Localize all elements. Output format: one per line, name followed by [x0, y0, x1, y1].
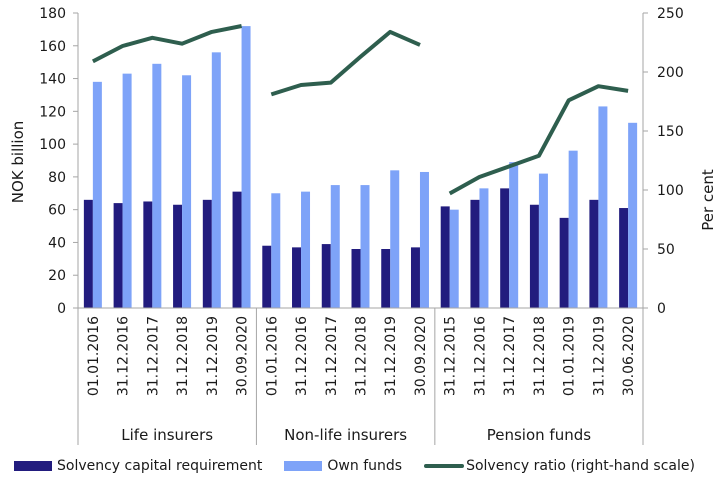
legend-item-own-funds: Own funds	[284, 458, 402, 474]
bar-scr	[589, 199, 599, 308]
bar-own-funds	[390, 170, 400, 308]
left-tick-label: 120	[39, 104, 66, 120]
solvency-ratio-line-icon	[424, 464, 465, 468]
group-label: Pension funds	[487, 426, 591, 444]
right-tick-label: 0	[657, 301, 666, 317]
right-tick-label: 50	[657, 242, 675, 258]
right-tick-label: 100	[657, 183, 684, 199]
bar-own-funds	[360, 185, 370, 308]
bar-scr	[351, 249, 361, 308]
bar-own-funds	[538, 173, 548, 308]
bar-scr	[143, 201, 153, 308]
bar-scr	[83, 199, 93, 308]
bar-own-funds	[301, 191, 311, 308]
left-tick-label: 40	[48, 235, 66, 251]
right-axis-title: Per cent	[699, 169, 717, 231]
category-label: 31.12.2019	[591, 316, 607, 396]
category-label: 31.12.2018	[175, 316, 191, 396]
bar-scr	[321, 244, 331, 308]
category-label: 31.12.2018	[532, 316, 548, 396]
category-label: 30.06.2020	[621, 316, 637, 396]
left-tick-label: 160	[39, 39, 66, 55]
bar-own-funds	[598, 106, 608, 309]
group-label: Life insurers	[121, 426, 213, 444]
legend-label-scr: Solvency capital requirement	[57, 458, 263, 474]
bar-own-funds	[152, 63, 162, 308]
solvency-ratio-line	[448, 84, 629, 196]
category-label: 31.12.2018	[354, 316, 370, 396]
bar-scr	[113, 203, 123, 308]
bar-scr	[262, 245, 272, 308]
right-tick-label: 250	[657, 6, 684, 22]
bar-scr	[292, 247, 302, 308]
category-label: 31.12.2019	[205, 316, 221, 396]
left-tick-label: 140	[39, 72, 66, 88]
bar-scr	[619, 208, 629, 308]
legend-label-own-funds: Own funds	[327, 458, 403, 474]
left-tick-label: 0	[57, 301, 66, 317]
solvency-ratio-line	[91, 24, 242, 64]
plot-area: 0 20 40 60 80 100 120 140 160 180 0 50 100 150 200 250 N…	[9, 6, 717, 445]
category-label: 01.01.2016	[86, 316, 102, 396]
bar-own-funds	[92, 81, 102, 308]
category-label: 01.01.2016	[264, 316, 280, 396]
bar-own-funds	[449, 209, 459, 308]
category-label: 30.09.2020	[235, 316, 251, 396]
legend-label-solvency-ratio: Solvency ratio (right-hand scale)	[466, 458, 695, 474]
bar-own-funds	[330, 185, 340, 308]
bar-scr	[232, 191, 242, 308]
left-tick-label: 180	[39, 6, 66, 22]
group-label: Non-life insurers	[284, 426, 407, 444]
right-tick-label: 200	[657, 65, 684, 81]
bar-own-funds	[211, 52, 221, 309]
category-label: 31.12.2015	[443, 316, 459, 396]
legend: Solvency capital requirement Own funds S…	[0, 455, 717, 477]
left-tick-label: 100	[39, 137, 66, 153]
left-tick-label: 80	[48, 170, 66, 186]
bar-scr	[173, 204, 183, 308]
category-label: 31.12.2016	[472, 316, 488, 396]
bar-scr	[470, 199, 480, 308]
scr-swatch-icon	[14, 461, 52, 471]
left-tick-label: 20	[48, 268, 66, 284]
left-tick-label: 60	[48, 203, 66, 219]
category-label: 31.12.2019	[383, 316, 399, 396]
category-label: 31.12.2016	[116, 316, 132, 396]
bar-scr	[500, 188, 510, 308]
left-axis-title: NOK billion	[9, 121, 27, 204]
category-label: 31.12.2016	[294, 316, 310, 396]
bar-scr	[410, 247, 420, 308]
bar-own-funds	[568, 150, 578, 308]
own-funds-swatch-icon	[284, 461, 323, 471]
bar-scr	[202, 199, 212, 308]
category-label: 31.12.2017	[502, 316, 518, 396]
legend-item-solvency-ratio: Solvency ratio (right-hand scale)	[424, 458, 695, 474]
bar-scr	[559, 217, 569, 308]
category-label: 31.12.2017	[145, 316, 161, 396]
bar-own-funds	[628, 122, 638, 308]
solvency-ratio-line	[270, 29, 421, 97]
bar-own-funds	[509, 162, 519, 308]
bar-own-funds	[182, 75, 192, 309]
bar-own-funds	[271, 193, 281, 308]
right-tick-label: 150	[657, 124, 684, 140]
bar-scr	[529, 204, 539, 308]
category-label: 01.01.2019	[562, 316, 578, 396]
legend-item-scr: Solvency capital requirement	[14, 458, 262, 474]
bar-own-funds	[122, 73, 132, 308]
bar-own-funds	[419, 171, 429, 308]
category-label: 31.12.2017	[324, 316, 340, 396]
bar-own-funds	[479, 188, 489, 308]
bar-own-funds	[241, 26, 251, 308]
bar-scr	[381, 249, 391, 308]
bar-scr	[440, 206, 450, 308]
category-label: 30.09.2020	[413, 316, 429, 396]
